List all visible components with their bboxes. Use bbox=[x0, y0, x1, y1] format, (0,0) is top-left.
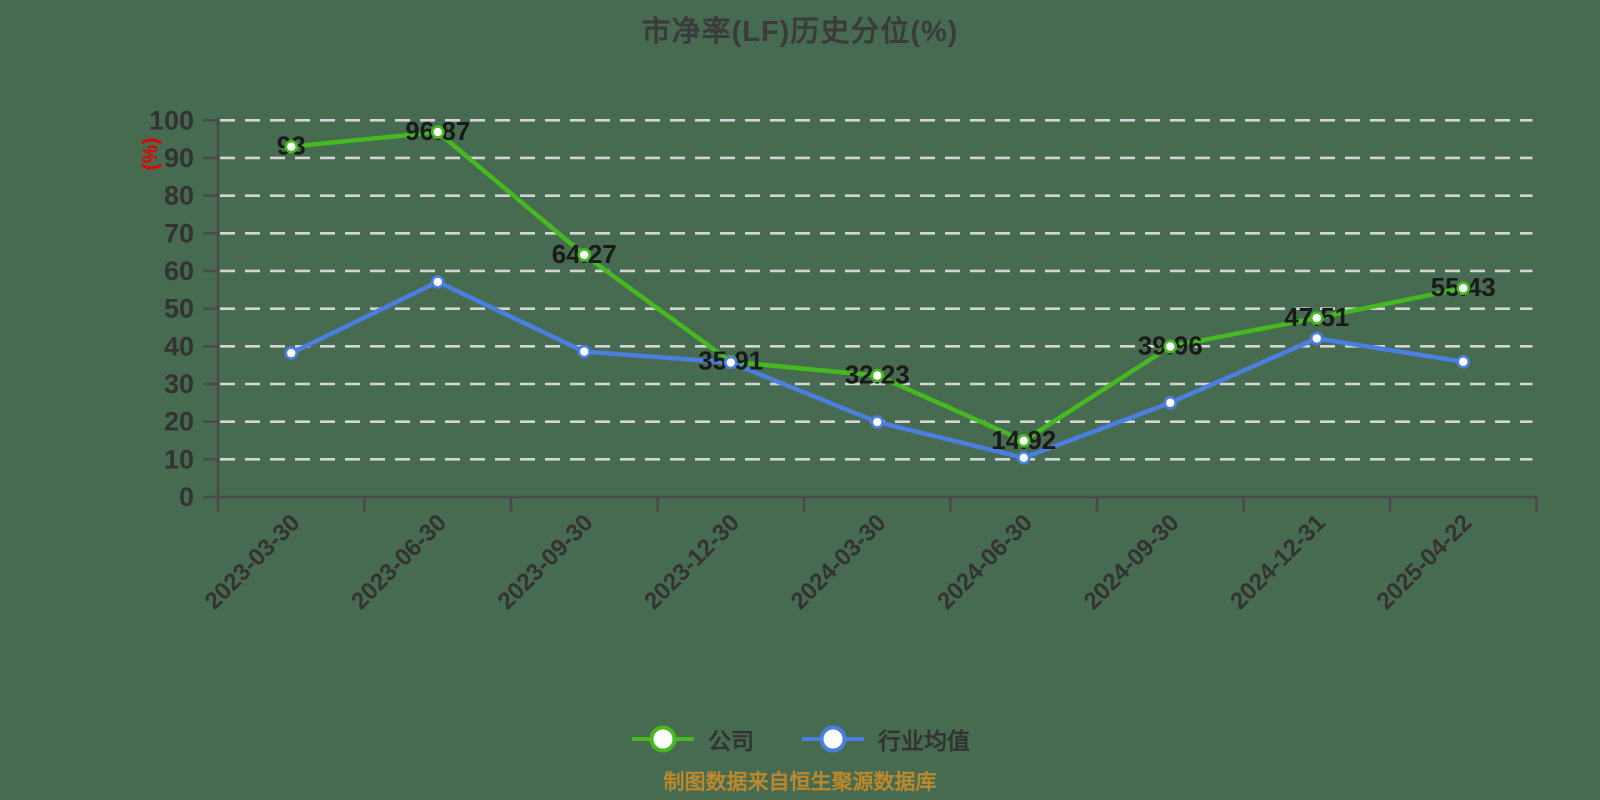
industry-average-line-marker-icon bbox=[802, 725, 864, 753]
x-tick-label: 2023-09-30 bbox=[493, 509, 599, 615]
y-tick-label: 90 bbox=[164, 143, 194, 173]
x-tick-label: 2025-04-22 bbox=[1372, 509, 1478, 615]
company-data-point bbox=[1016, 433, 1031, 448]
industry-average-data-point bbox=[284, 346, 299, 360]
y-axis-name: (%) bbox=[139, 138, 162, 171]
company-data-point bbox=[284, 139, 299, 154]
company-data-point bbox=[1163, 339, 1178, 354]
x-tick-label: 2024-03-30 bbox=[786, 509, 892, 615]
y-tick-label: 10 bbox=[164, 444, 194, 474]
legend-label-industry-average: 行业均值 bbox=[878, 728, 970, 754]
y-tick-label: 100 bbox=[149, 105, 194, 135]
industry-average-data-point bbox=[1309, 331, 1324, 346]
legend-label-company: 公司 bbox=[708, 728, 754, 754]
x-tick-label: 2024-09-30 bbox=[1079, 509, 1185, 615]
y-tick-label: 20 bbox=[164, 407, 194, 437]
x-tick-label: 2023-12-30 bbox=[639, 509, 745, 615]
company-data-point bbox=[1309, 311, 1324, 325]
legend-item-industry-average[interactable]: 行业均值 bbox=[800, 722, 970, 756]
chart-title: 市净率(LF)历史分位(%) bbox=[641, 16, 959, 48]
y-tick-label: 60 bbox=[164, 256, 194, 286]
company-series-line bbox=[289, 129, 1466, 444]
company-data-point bbox=[1456, 281, 1471, 295]
company-data-point bbox=[430, 125, 445, 139]
x-tick-label: 2024-06-30 bbox=[932, 509, 1038, 615]
industry-average-data-point bbox=[1016, 451, 1031, 465]
company-line-marker-icon bbox=[632, 725, 694, 753]
x-tick-label: 2023-06-30 bbox=[346, 509, 452, 615]
company-data-point bbox=[577, 248, 592, 262]
industry-average-data-point bbox=[577, 344, 592, 359]
industry-average-data-point bbox=[1456, 354, 1471, 369]
legend-item-company[interactable]: 公司 bbox=[630, 722, 754, 756]
y-tick-label: 40 bbox=[164, 331, 194, 361]
x-tick-label: 2023-03-30 bbox=[200, 509, 306, 615]
y-tick-label: 50 bbox=[164, 294, 194, 324]
data-source-note: 制图数据来自恒生聚源数据库 bbox=[663, 771, 937, 794]
y-tick-label: 30 bbox=[164, 369, 194, 399]
industry-average-data-point bbox=[430, 275, 445, 289]
y-tick-label: 70 bbox=[164, 218, 194, 248]
industry-average-data-point bbox=[870, 415, 885, 429]
company-data-point bbox=[870, 368, 885, 383]
industry-average-data-point bbox=[1163, 396, 1178, 410]
y-tick-label: 80 bbox=[164, 181, 194, 211]
x-tick-label: 2024-12-31 bbox=[1225, 509, 1331, 615]
y-tick-label: 0 bbox=[179, 482, 194, 512]
legend: 公司 行业均值 bbox=[0, 722, 1600, 756]
industry-average-data-point bbox=[723, 355, 738, 370]
